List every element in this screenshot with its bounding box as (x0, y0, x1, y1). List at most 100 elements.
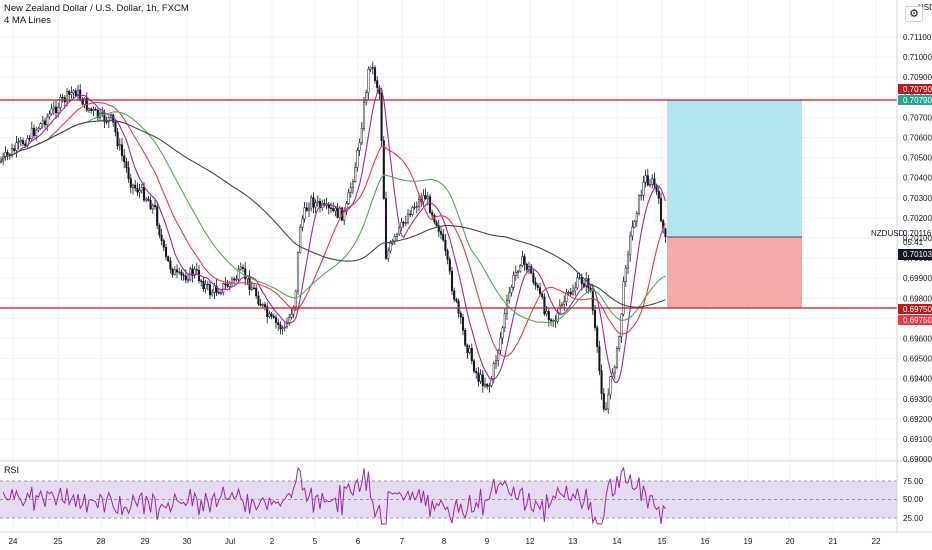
candle-body (101, 112, 104, 114)
candle-body (17, 141, 20, 143)
candle-body (651, 178, 654, 185)
candle-body (182, 274, 185, 277)
candle-body (334, 207, 337, 212)
candle-body (134, 184, 137, 189)
candle-body (607, 394, 610, 410)
candle-body (184, 275, 187, 281)
candle-body (215, 285, 218, 293)
candle-body (655, 184, 658, 192)
price-tick: 0.69000 (903, 455, 932, 464)
candle-body (272, 316, 275, 318)
lower-stop-label: 0.69750 (903, 316, 932, 325)
candle-body (151, 205, 154, 210)
loss-zone[interactable] (667, 237, 802, 308)
symbol-label: NZDUSD (871, 229, 905, 238)
candle-body (497, 350, 500, 361)
profit-zone[interactable] (667, 100, 802, 237)
lower-marker (898, 304, 932, 314)
candle-body (486, 383, 489, 387)
candle-body (501, 327, 504, 339)
rsi-axis[interactable]: 75.00 50.00 25.00 (903, 477, 924, 523)
time-tick: 16 (701, 537, 710, 546)
candle-body (0, 160, 3, 163)
candle-body (314, 202, 317, 208)
candle-body (633, 220, 636, 228)
candle-body (369, 67, 372, 70)
candle-body (255, 287, 258, 297)
candle-body (426, 196, 429, 200)
last-price-marker (898, 249, 932, 260)
candle-body (237, 268, 240, 280)
candle-body (503, 313, 506, 329)
candle-body (13, 148, 16, 151)
candle-body (541, 293, 544, 298)
lower-marker-label: 0.69750 (903, 305, 932, 314)
candle-body (173, 269, 176, 275)
candle-body (596, 327, 599, 347)
candle-body (435, 221, 438, 226)
candle-body (310, 197, 313, 209)
candle-body (479, 374, 482, 382)
candle-body (28, 137, 31, 140)
rsi-level-label: 25.00 (903, 514, 924, 523)
candle-body (523, 256, 526, 265)
time-axis[interactable]: 24 25 28 29 30 Jul 2 5 6 7 8 9 12 13 14 15 16 19 20 21 22 (9, 537, 881, 546)
candle-body (532, 272, 535, 283)
price-tick: 0.69100 (903, 435, 932, 444)
candle-body (598, 346, 601, 371)
countdown-label: 05:41 (903, 238, 924, 247)
candle-body (142, 186, 146, 201)
candle-body (35, 129, 38, 136)
candle-body (250, 287, 253, 290)
gear-icon[interactable]: ⚙ (905, 6, 923, 22)
candle-body (87, 108, 91, 111)
candle-body (305, 207, 308, 211)
candle-body (530, 266, 533, 274)
candle-body (153, 205, 157, 208)
candle-body (519, 265, 522, 272)
candle-body (50, 108, 53, 115)
candle-body (6, 152, 9, 155)
candle-body (444, 239, 447, 252)
candle-body (424, 195, 427, 200)
candle-body (453, 290, 456, 300)
candle-body (373, 67, 377, 81)
candle-body (499, 337, 502, 351)
time-tick: 2 (270, 537, 275, 546)
candle-body (538, 287, 542, 294)
candle-body (351, 181, 355, 188)
candle-body (332, 208, 335, 212)
candle-body (631, 226, 634, 237)
candle-body (114, 121, 117, 133)
candle-body (593, 310, 597, 328)
candle-body (206, 283, 209, 286)
candle-body (178, 271, 181, 273)
candle-body (362, 101, 366, 129)
candle-body (400, 222, 403, 228)
candle-body (54, 106, 58, 114)
time-tick: 8 (442, 537, 447, 546)
upper-target-marker (898, 95, 932, 105)
candle-body (149, 200, 152, 210)
symbol-price: 0.70116 (903, 229, 932, 238)
last-price-label: 0.70103 (903, 250, 932, 259)
price-tick: 0.70900 (903, 73, 932, 82)
price-tick: 0.70200 (903, 214, 932, 223)
candle-body (567, 291, 570, 294)
candle-body (644, 175, 647, 183)
candle-body (354, 167, 357, 182)
candle-body (217, 292, 220, 294)
candle-body (147, 198, 150, 201)
candle-body (301, 218, 304, 228)
candle-body (382, 140, 385, 199)
candle-body (448, 259, 451, 272)
price-tick: 0.69800 (903, 294, 932, 303)
candle-body (580, 277, 583, 284)
candle-body (389, 243, 392, 252)
candle-body (68, 90, 71, 95)
candle-body (442, 234, 445, 241)
candle-body (105, 121, 108, 123)
candle-body (193, 269, 196, 276)
candle-body (252, 287, 256, 289)
